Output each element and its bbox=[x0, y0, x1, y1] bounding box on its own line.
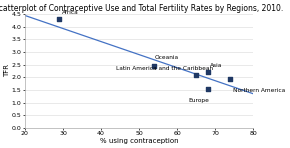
Text: Africa: Africa bbox=[62, 10, 79, 15]
Point bbox=[205, 71, 210, 73]
Point bbox=[57, 18, 61, 20]
Point bbox=[205, 87, 210, 90]
Point bbox=[194, 74, 199, 76]
Y-axis label: TFR: TFR bbox=[4, 65, 10, 77]
X-axis label: % using contraception: % using contraception bbox=[100, 138, 178, 144]
Text: Europe: Europe bbox=[188, 98, 209, 103]
Text: Asia: Asia bbox=[210, 63, 223, 68]
Text: Northern America: Northern America bbox=[233, 88, 285, 93]
Text: Latin America and the Caribbean: Latin America and the Caribbean bbox=[116, 66, 213, 71]
Point bbox=[228, 77, 233, 80]
Title: Scatterplot of Contraceptive Use and Total Fertility Rates by Regions, 2010.: Scatterplot of Contraceptive Use and Tot… bbox=[0, 4, 284, 13]
Text: Oceania: Oceania bbox=[154, 55, 178, 60]
Point bbox=[152, 65, 157, 67]
